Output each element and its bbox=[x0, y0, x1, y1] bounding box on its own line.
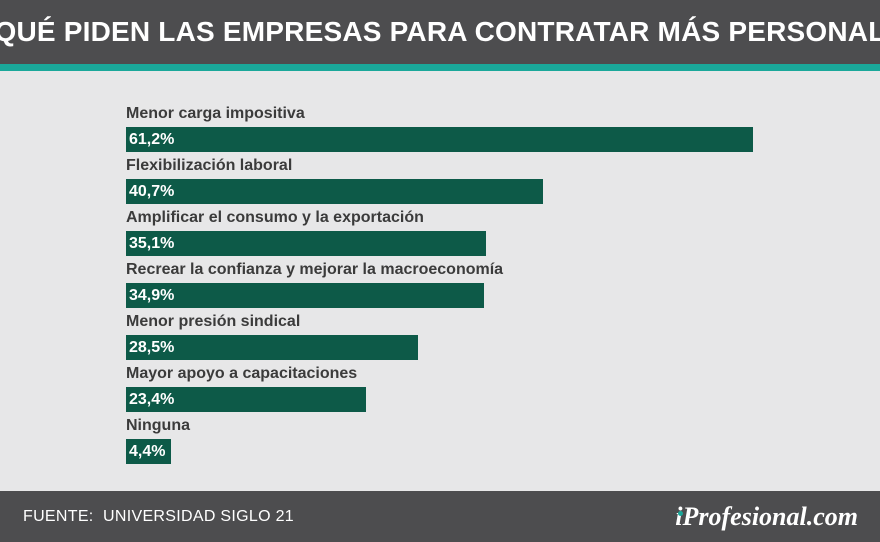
category-label: Ninguna bbox=[126, 417, 190, 434]
bar-chart: Menor carga impositiva 61,2% Flexibilizaci… bbox=[0, 71, 880, 491]
bar-value-label: 40,7% bbox=[129, 183, 175, 200]
bar-value-label: 28,5% bbox=[129, 339, 175, 356]
bar bbox=[126, 179, 543, 204]
bar-value-label: 61,2% bbox=[129, 131, 175, 148]
bar-value-label: 4,4% bbox=[129, 443, 166, 460]
chart-header: QUÉ PIDEN LAS EMPRESAS PARA CONTRATAR MÁ… bbox=[0, 0, 880, 64]
category-label: Flexibilización laboral bbox=[126, 157, 293, 174]
chart-title: QUÉ PIDEN LAS EMPRESAS PARA CONTRATAR MÁ… bbox=[0, 16, 880, 47]
category-label: Menor carga impositiva bbox=[126, 105, 305, 122]
category-label: Menor presión sindical bbox=[126, 313, 301, 330]
category-label: Amplificar el consumo y la exportación bbox=[126, 209, 424, 226]
accent-stripe bbox=[0, 64, 880, 71]
bar-value-label: 34,9% bbox=[129, 287, 175, 304]
category-label: Recrear la confianza y mejorar la macroe… bbox=[126, 261, 504, 278]
bar bbox=[126, 283, 484, 308]
bar bbox=[126, 231, 486, 256]
bar bbox=[126, 439, 171, 464]
bar bbox=[126, 127, 753, 152]
bar-value-label: 23,4% bbox=[129, 391, 175, 408]
iprofesional-logo: iProfesional.com bbox=[675, 502, 858, 531]
bar bbox=[126, 387, 366, 412]
category-label: Mayor apoyo a capacitaciones bbox=[126, 365, 358, 382]
bar-value-label: 35,1% bbox=[129, 235, 175, 252]
source-text: FUENTE: UNIVERSIDAD SIGLO 21 bbox=[23, 508, 294, 525]
footer: FUENTE: UNIVERSIDAD SIGLO 21 iProfesiona… bbox=[0, 491, 880, 542]
bar bbox=[126, 335, 418, 360]
